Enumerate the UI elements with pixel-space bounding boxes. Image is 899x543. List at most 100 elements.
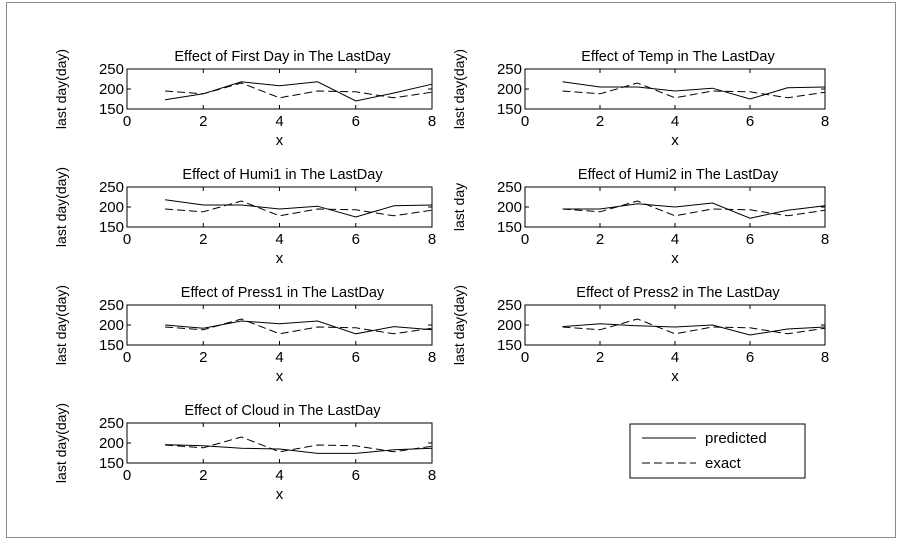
x-tick-label: 4 bbox=[671, 349, 679, 366]
series-line-exact bbox=[562, 200, 826, 217]
series-line-predicted bbox=[562, 202, 826, 219]
subplot-3: 0 2 4 6 8 150 200 250 Effect of Humi1 in The Las… bbox=[53, 167, 436, 267]
y-tick-label: 250 bbox=[99, 297, 124, 314]
y-tick-label: 250 bbox=[99, 179, 124, 196]
legend: predicted exact bbox=[629, 423, 806, 479]
axes-box bbox=[524, 68, 826, 110]
x-tick-label: 4 bbox=[275, 113, 283, 130]
subplot-2: 0 2 4 6 8 150 200 250 Effect of Temp in The Last… bbox=[451, 49, 829, 149]
x-tick-label: 8 bbox=[821, 113, 829, 130]
x-tick-label: 8 bbox=[428, 113, 436, 130]
y-axis-label: last day(day) bbox=[53, 49, 69, 129]
subplot-title: Effect of Temp in The LastDay bbox=[581, 49, 775, 65]
y-tick-label: 200 bbox=[497, 81, 522, 98]
x-tick-label: 4 bbox=[275, 467, 283, 484]
y-tick-label: 150 bbox=[99, 101, 124, 118]
legend-label-exact: exact bbox=[705, 455, 742, 472]
y-tick-label: 200 bbox=[99, 317, 124, 334]
x-axis-label: x bbox=[276, 486, 284, 503]
y-tick-label: 150 bbox=[99, 455, 124, 472]
x-tick-label: 2 bbox=[596, 231, 604, 248]
x-tick-label: 6 bbox=[352, 231, 360, 248]
x-tick-label: 8 bbox=[428, 467, 436, 484]
subplot-title: Effect of Press2 in The LastDay bbox=[576, 285, 780, 301]
x-axis-label: x bbox=[671, 250, 679, 267]
series-line-predicted bbox=[165, 199, 433, 218]
x-axis-label: x bbox=[276, 250, 284, 267]
y-tick-label: 200 bbox=[99, 81, 124, 98]
series-line-predicted bbox=[562, 323, 826, 336]
y-tick-label: 150 bbox=[99, 337, 124, 354]
x-tick-label: 6 bbox=[352, 113, 360, 130]
x-tick-label: 2 bbox=[199, 113, 207, 130]
subplot-title: Effect of Press1 in The LastDay bbox=[181, 285, 385, 301]
x-tick-label: 6 bbox=[746, 113, 754, 130]
x-tick-label: 6 bbox=[352, 349, 360, 366]
x-tick-label: 2 bbox=[199, 467, 207, 484]
y-tick-label: 200 bbox=[99, 435, 124, 452]
y-axis-label: last day(day) bbox=[53, 403, 69, 483]
series-line-predicted bbox=[165, 81, 433, 102]
x-tick-label: 2 bbox=[596, 349, 604, 366]
series-line-exact bbox=[562, 318, 826, 335]
y-tick-label: 250 bbox=[497, 179, 522, 196]
subplot-6: 0 2 4 6 8 150 200 250 Effect of Press2 in The La… bbox=[451, 285, 829, 385]
x-tick-label: 4 bbox=[671, 231, 679, 248]
y-tick-label: 250 bbox=[497, 61, 522, 78]
y-tick-label: 150 bbox=[497, 101, 522, 118]
y-tick-label: 250 bbox=[497, 297, 522, 314]
y-tick-label: 150 bbox=[99, 219, 124, 236]
subplot-title: Effect of Humi1 in The LastDay bbox=[182, 167, 383, 183]
y-tick-label: 250 bbox=[99, 415, 124, 432]
x-tick-label: 0 bbox=[521, 349, 529, 366]
series-line-predicted bbox=[165, 320, 433, 335]
x-tick-label: 2 bbox=[199, 231, 207, 248]
y-tick-label: 250 bbox=[99, 61, 124, 78]
y-axis-label: last day(day) bbox=[451, 285, 467, 365]
axes-box bbox=[524, 304, 826, 346]
series-line-exact bbox=[165, 436, 433, 453]
x-tick-label: 2 bbox=[199, 349, 207, 366]
x-tick-label: 6 bbox=[352, 467, 360, 484]
y-tick-label: 150 bbox=[497, 337, 522, 354]
x-tick-label: 4 bbox=[671, 113, 679, 130]
x-tick-label: 0 bbox=[521, 113, 529, 130]
axes-box bbox=[126, 68, 433, 110]
x-tick-label: 6 bbox=[746, 231, 754, 248]
x-axis-label: x bbox=[276, 132, 284, 149]
subplot-1: 0 2 4 6 8 150 200 250 Effect of First Day in The… bbox=[53, 49, 436, 149]
series-line-exact bbox=[165, 200, 433, 217]
x-tick-label: 0 bbox=[521, 231, 529, 248]
subplot-4: 0 2 4 6 8 150 200 250 Effect of Humi2 in The Las… bbox=[451, 167, 829, 267]
subplot-title: Effect of First Day in The LastDay bbox=[174, 49, 391, 65]
x-tick-label: 8 bbox=[428, 231, 436, 248]
y-tick-label: 200 bbox=[497, 199, 522, 216]
y-axis-label: last day bbox=[451, 183, 467, 231]
subplot-5: 0 2 4 6 8 150 200 250 Effect of Press1 in The La… bbox=[53, 285, 436, 385]
x-tick-label: 8 bbox=[428, 349, 436, 366]
x-tick-label: 0 bbox=[123, 113, 131, 130]
x-axis-label: x bbox=[276, 368, 284, 385]
x-tick-label: 0 bbox=[123, 349, 131, 366]
x-tick-label: 0 bbox=[123, 231, 131, 248]
x-tick-label: 8 bbox=[821, 231, 829, 248]
axes-box bbox=[126, 422, 433, 464]
subplot-7: 0 2 4 6 8 150 200 250 Effect of Cloud in The Las… bbox=[53, 403, 436, 503]
x-tick-label: 8 bbox=[821, 349, 829, 366]
y-axis-label: last day(day) bbox=[53, 167, 69, 247]
y-tick-label: 200 bbox=[99, 199, 124, 216]
x-tick-label: 0 bbox=[123, 467, 131, 484]
series-line-predicted bbox=[562, 81, 826, 100]
legend-box bbox=[629, 423, 806, 479]
x-tick-label: 2 bbox=[596, 113, 604, 130]
series-line-exact bbox=[165, 318, 433, 335]
series-line-exact bbox=[562, 82, 826, 99]
y-tick-label: 150 bbox=[497, 219, 522, 236]
y-axis-label: last day(day) bbox=[451, 49, 467, 129]
series-line-predicted bbox=[165, 444, 433, 454]
series-line-exact bbox=[165, 82, 433, 99]
axes-box bbox=[126, 304, 433, 346]
legend-label-predicted: predicted bbox=[705, 430, 767, 447]
x-axis-label: x bbox=[671, 132, 679, 149]
x-tick-label: 6 bbox=[746, 349, 754, 366]
